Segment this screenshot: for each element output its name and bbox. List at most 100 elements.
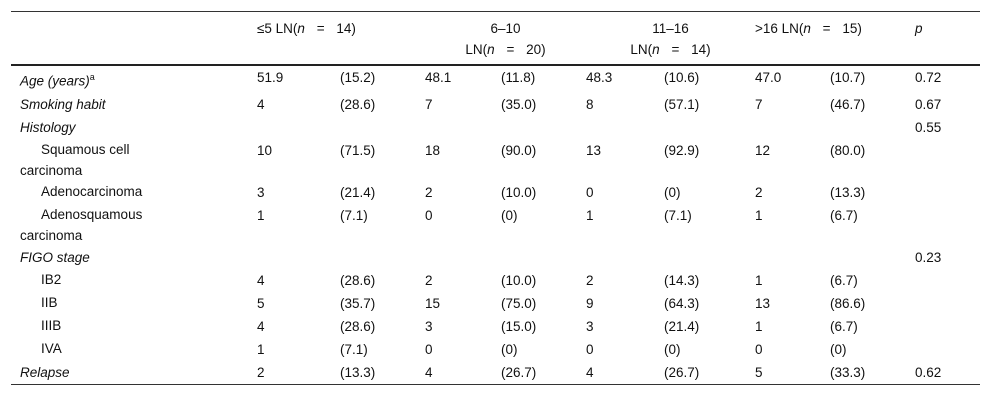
row-percent: (46.7) (830, 96, 866, 112)
row-value (586, 246, 664, 269)
row-percent: (28.6) (340, 272, 376, 288)
row-value: 4 (586, 364, 594, 380)
table-row: Adenosquamous carcinoma 1 (7.1) 0 (0) 1 (7.1) 1… (11, 204, 980, 246)
row-percent: (7.1) (340, 341, 368, 357)
row-value: 1 (755, 272, 763, 288)
header-row: ≤5 LN(n = 14) 6–10 LN(n = 20) 11–16 LN(n = 1… (11, 11, 980, 66)
header-value: 14) (336, 21, 356, 36)
row-value: 1 (257, 341, 265, 357)
row-value: 3 (257, 184, 265, 200)
row-percent: (6.7) (830, 272, 858, 288)
row-label-text: Age (years) (20, 73, 90, 89)
header-p: p (915, 12, 980, 66)
row-percent: (26.7) (664, 364, 700, 380)
row-value (257, 246, 340, 269)
row-p-value (915, 139, 980, 181)
header-eq: = (667, 42, 684, 57)
row-percent: (14.3) (664, 272, 700, 288)
lymph-node-table: ≤5 LN(n = 14) 6–10 LN(n = 20) 11–16 LN(n = 1… (11, 11, 980, 385)
header-eq: = (818, 21, 835, 36)
row-label: Histology (11, 116, 257, 139)
row-value (755, 116, 830, 139)
row-percent: (0) (664, 341, 681, 357)
header-eq: = (312, 21, 329, 36)
row-percent: (26.7) (501, 364, 537, 380)
row-value: 48.1 (425, 70, 452, 85)
row-percent: (15.0) (501, 318, 537, 334)
row-percent: (21.4) (340, 184, 376, 200)
row-value: 9 (586, 295, 594, 311)
row-value: 2 (586, 272, 594, 288)
row-value: 13 (755, 295, 771, 311)
header-count: >16 LN(n = 15) (755, 18, 915, 39)
row-percent: (71.5) (340, 142, 376, 158)
row-percent: (90.0) (501, 142, 537, 158)
header-group: 11–16 LN(n = 14) (586, 12, 755, 66)
row-percent: (28.6) (340, 318, 376, 334)
header-label: LN( (630, 42, 653, 57)
row-label-text: IB2 (41, 271, 62, 287)
row-percent: (21.4) (664, 318, 700, 334)
row-value: 4 (257, 272, 265, 288)
row-value: 47.0 (755, 70, 782, 85)
row-label: Smoking habit (11, 93, 257, 116)
row-value: 4 (425, 364, 433, 380)
row-percent: (7.1) (340, 207, 368, 223)
row-label-text: Smoking habit (20, 96, 106, 112)
row-label: FIGO stage (11, 246, 257, 269)
header-n: n (297, 21, 305, 36)
row-value: 0 (425, 207, 433, 223)
header-n: n (803, 21, 811, 36)
row-value: 3 (586, 318, 594, 334)
row-percent: (13.3) (340, 364, 376, 380)
row-p-value (915, 181, 980, 204)
row-percent: (64.3) (664, 295, 700, 311)
row-value: 51.9 (257, 70, 284, 85)
row-value: 18 (425, 142, 441, 158)
row-value: 1 (755, 207, 763, 223)
row-p-value: 0.72 (915, 70, 942, 85)
row-percent (340, 116, 425, 139)
row-percent (501, 246, 586, 269)
row-value: 0 (586, 184, 594, 200)
row-value: 5 (755, 364, 763, 380)
row-value: 0 (755, 341, 763, 357)
row-value: 8 (586, 96, 594, 112)
row-value: 1 (755, 318, 763, 334)
row-label-text: Histology (20, 119, 76, 135)
row-value: 12 (755, 142, 771, 158)
header-n: n (487, 42, 495, 57)
row-label: Adenocarcinoma (11, 181, 257, 204)
row-value: 15 (425, 295, 441, 311)
table-row: Relapse 2 (13.3) 4 (26.7) 4 (26.7) 5 (33.3) 0.62 (11, 361, 980, 385)
row-value (755, 246, 830, 269)
header-group: >16 LN(n = 15) (755, 12, 915, 66)
header-eq: = (502, 42, 519, 57)
row-percent: (75.0) (501, 295, 537, 311)
table-row: Histology 0.55 (11, 116, 980, 139)
row-value: 4 (257, 96, 265, 112)
row-percent: (10.0) (501, 184, 537, 200)
footnote-marker: a (89, 72, 95, 82)
row-value: 3 (425, 318, 433, 334)
row-p-value (915, 315, 980, 338)
header-range: 6–10 (490, 21, 521, 36)
row-percent: (0) (664, 184, 681, 200)
row-percent (340, 246, 425, 269)
row-p-value: 0.67 (915, 96, 942, 112)
row-p-value: 0.55 (915, 119, 942, 135)
row-percent (664, 116, 755, 139)
row-percent: (7.1) (664, 207, 692, 223)
row-label: Age (years)a (11, 65, 257, 93)
row-percent: (6.7) (830, 318, 858, 334)
table-row: IB2 4 (28.6) 2 (10.0) 2 (14.3) 1 (6.7) (11, 269, 980, 292)
table-row: IIIB 4 (28.6) 3 (15.0) 3 (21.4) 1 (6.7) (11, 315, 980, 338)
row-percent: (0) (830, 341, 847, 357)
table-row: FIGO stage 0.23 (11, 246, 980, 269)
row-p-value (915, 269, 980, 292)
table-row: IIB 5 (35.7) 15 (75.0) 9 (64.3) 13 (86.6) (11, 292, 980, 315)
row-percent: (80.0) (830, 142, 866, 158)
row-label: Relapse (11, 361, 257, 385)
row-percent: (0) (501, 341, 518, 357)
header-blank (11, 12, 257, 66)
